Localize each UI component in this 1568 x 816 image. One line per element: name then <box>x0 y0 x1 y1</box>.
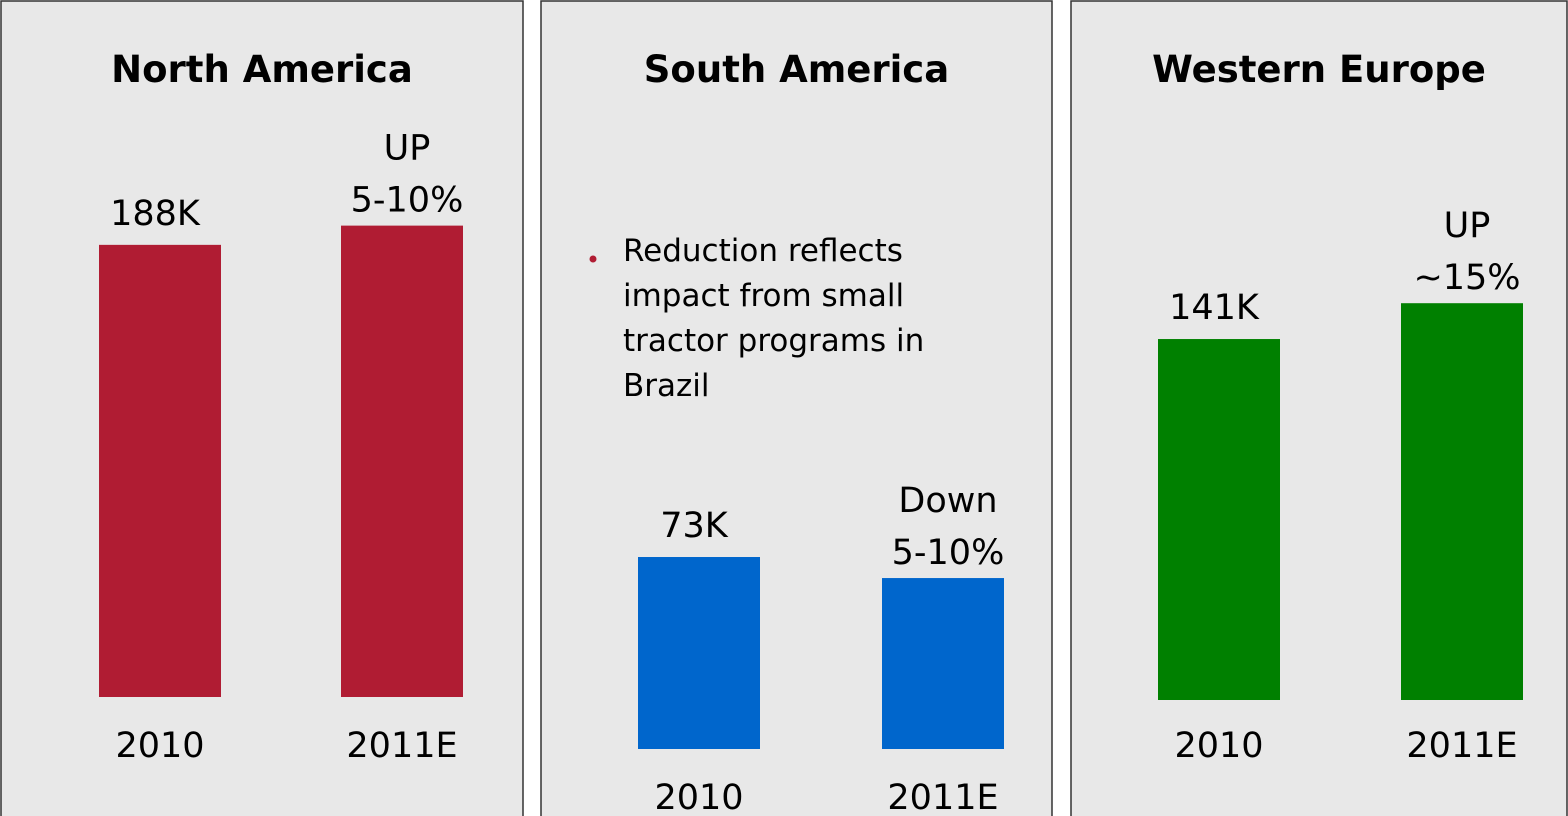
note-line: Brazil <box>623 368 710 404</box>
panel-title: South America <box>644 48 949 91</box>
note-line: impact from small <box>623 278 904 314</box>
annotation: Down <box>898 481 997 521</box>
annotation: UP <box>384 129 431 169</box>
value-label: 73K <box>660 506 729 546</box>
bar <box>638 557 760 749</box>
category-label: 2011E <box>1406 726 1517 766</box>
category-label: 2010 <box>654 778 743 816</box>
bar <box>99 244 221 698</box>
annotation: UP <box>1444 206 1491 246</box>
bar <box>1158 339 1280 700</box>
panel-title: North America <box>111 48 413 91</box>
category-label: 2011E <box>887 778 998 816</box>
value-label: 141K <box>1169 288 1260 328</box>
category-label: 2010 <box>1174 726 1263 766</box>
bullet <box>589 255 597 263</box>
annotation: 5-10% <box>892 533 1005 573</box>
value-label: 188K <box>110 194 201 234</box>
note-line: Reduction reflects <box>623 233 903 269</box>
bar <box>882 578 1004 749</box>
bar <box>1401 303 1523 700</box>
annotation: 5-10% <box>351 181 464 221</box>
note-line: tractor programs in <box>623 323 924 359</box>
category-label: 2011E <box>346 726 457 766</box>
annotation: ~15% <box>1413 258 1520 298</box>
panel-title: Western Europe <box>1152 48 1486 91</box>
bar <box>341 225 463 697</box>
category-label: 2010 <box>115 726 204 766</box>
